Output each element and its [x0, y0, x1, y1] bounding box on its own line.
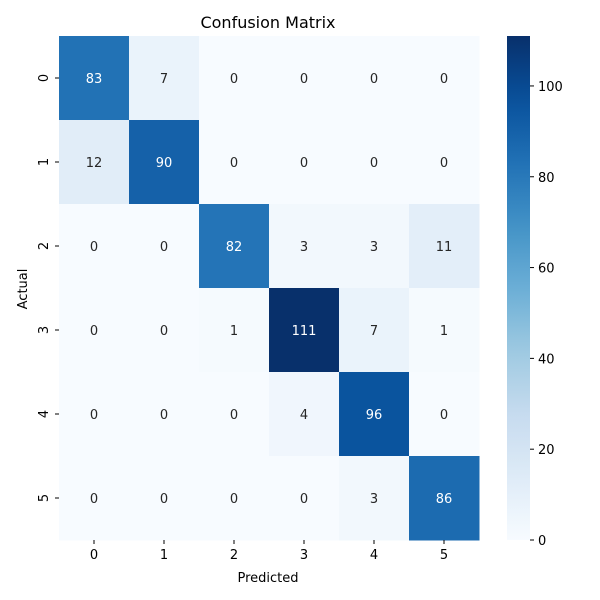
cell-value-label: 7 — [160, 72, 168, 87]
heatmap-cell — [269, 120, 340, 205]
cell-value-label: 0 — [300, 156, 308, 171]
heatmap-cell — [339, 456, 410, 541]
cell-value-label: 3 — [300, 240, 308, 255]
cell-value-label: 111 — [292, 324, 317, 339]
x-tick-label: 4 — [370, 548, 378, 563]
y-tick-label: 4 — [37, 410, 52, 418]
y-axis-ticks: 0 1 2 3 4 5 — [37, 74, 59, 502]
cell-value-label: 0 — [440, 156, 448, 171]
x-tick-label: 1 — [160, 548, 168, 563]
colorbar-tick-label: 100 — [538, 80, 563, 95]
heatmap-cell — [59, 288, 130, 373]
cell-value-label: 0 — [230, 408, 238, 423]
heatmap-cell — [129, 204, 200, 289]
heatmap-cell — [59, 372, 130, 457]
cell-value-label: 3 — [370, 240, 378, 255]
colorbar-gradient — [507, 36, 530, 540]
cell-value-label: 4 — [300, 408, 308, 423]
y-tick-label: 1 — [37, 158, 52, 166]
y-tick-label: 3 — [37, 326, 52, 334]
x-tick-label: 3 — [300, 548, 308, 563]
colorbar-tick-label: 80 — [538, 171, 555, 186]
cell-value-label: 11 — [436, 240, 453, 255]
heatmap-grid: 83 7 0 0 0 012 90 0 0 0 00 0 82 3 3 110 0 1 111 7 10 0 0 4 96 00 0… — [59, 36, 480, 541]
cell-value-label: 0 — [160, 240, 168, 255]
cell-value-label: 0 — [230, 492, 238, 507]
cell-value-label: 0 — [300, 492, 308, 507]
heatmap-cell — [409, 120, 480, 205]
colorbar-tick-label: 20 — [538, 443, 555, 458]
cell-value-label: 7 — [370, 324, 378, 339]
cell-value-label: 12 — [86, 156, 103, 171]
heatmap-cell — [409, 204, 480, 289]
heatmap-cell — [129, 456, 200, 541]
heatmap-cell — [409, 36, 480, 121]
cell-value-label: 0 — [230, 72, 238, 87]
cell-value-label: 0 — [160, 492, 168, 507]
heatmap-cell — [339, 372, 410, 457]
heatmap-cell — [339, 120, 410, 205]
cell-value-label: 0 — [370, 72, 378, 87]
cell-value-label: 90 — [156, 156, 173, 171]
heatmap-cell — [59, 204, 130, 289]
heatmap-cell — [129, 120, 200, 205]
heatmap-cell — [269, 456, 340, 541]
x-tick-label: 2 — [230, 548, 238, 563]
cell-value-label: 1 — [440, 324, 448, 339]
cell-value-label: 0 — [90, 492, 98, 507]
x-tick-label: 0 — [90, 548, 98, 563]
cell-value-label: 0 — [90, 324, 98, 339]
colorbar-tick-label: 40 — [538, 352, 555, 367]
colorbar: 0 20 40 60 80 100 — [507, 36, 563, 549]
cell-value-label: 0 — [160, 408, 168, 423]
x-axis-title: Predicted — [237, 571, 298, 586]
cell-value-label: 0 — [160, 324, 168, 339]
heatmap-cell — [59, 36, 130, 121]
heatmap-cell — [199, 36, 270, 121]
heatmap-cell — [409, 456, 480, 541]
chart-title: Confusion Matrix — [200, 13, 335, 32]
heatmap-cell — [129, 36, 200, 121]
heatmap-cell — [269, 36, 340, 121]
cell-value-label: 0 — [90, 408, 98, 423]
heatmap-cell — [129, 372, 200, 457]
cell-value-label: 0 — [300, 72, 308, 87]
heatmap-cell — [199, 456, 270, 541]
heatmap-cell — [199, 288, 270, 373]
y-tick-label: 5 — [37, 494, 52, 502]
heatmap-cell — [199, 372, 270, 457]
cell-value-label: 0 — [440, 408, 448, 423]
heatmap-cell — [339, 288, 410, 373]
heatmap-cell — [199, 204, 270, 289]
cell-value-label: 0 — [230, 156, 238, 171]
cell-value-label: 0 — [90, 240, 98, 255]
heatmap-cell — [409, 288, 480, 373]
cell-value-label: 83 — [86, 72, 103, 87]
cell-value-label: 82 — [226, 240, 243, 255]
cell-value-label: 1 — [230, 324, 238, 339]
heatmap-cell — [269, 204, 340, 289]
colorbar-tick-label: 60 — [538, 262, 555, 277]
heatmap-cell — [339, 204, 410, 289]
heatmap-cell — [269, 372, 340, 457]
cell-value-label: 0 — [370, 156, 378, 171]
heatmap-cell — [59, 456, 130, 541]
heatmap-cell — [409, 372, 480, 457]
heatmap-cell — [199, 120, 270, 205]
colorbar-tick-label: 0 — [538, 534, 546, 549]
x-tick-label: 5 — [440, 548, 448, 563]
cell-value-label: 86 — [436, 492, 453, 507]
cell-value-label: 3 — [370, 492, 378, 507]
y-axis-title: Actual — [16, 269, 31, 310]
heatmap-cell — [59, 120, 130, 205]
y-tick-label: 0 — [37, 74, 52, 82]
y-tick-label: 2 — [37, 242, 52, 250]
heatmap-cell — [339, 36, 410, 121]
x-axis-ticks: 0 1 2 3 4 5 — [90, 540, 448, 563]
heatmap-cell — [129, 288, 200, 373]
cell-value-label: 96 — [366, 408, 383, 423]
heatmap-cell — [269, 288, 340, 373]
cell-value-label: 0 — [440, 72, 448, 87]
